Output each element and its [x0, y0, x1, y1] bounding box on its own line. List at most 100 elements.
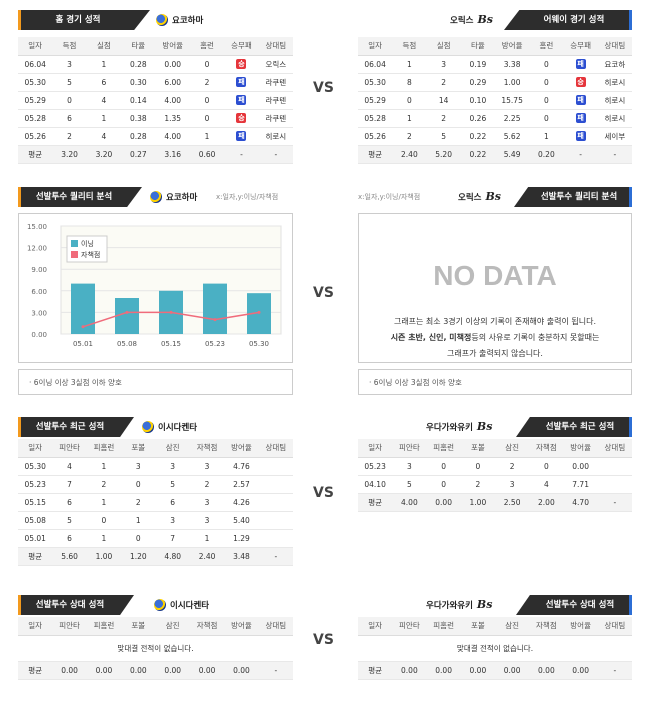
column-header: 피홈런 [426, 439, 461, 458]
pitcher-vs-away-header: 선발투수 상대 성적 [516, 595, 632, 615]
table-row: 05.28 6 1 0.38 1.35 0 승 라쿠텐 [18, 109, 293, 128]
table-cell: 0 [189, 109, 225, 128]
table-cell [597, 475, 632, 494]
table-cell: 히로시 [258, 127, 293, 146]
column-header: 방어율 [224, 617, 259, 636]
table-cell: 2 [426, 73, 461, 92]
table-cell: 05.26 [358, 127, 393, 146]
average-cell: - [258, 547, 293, 566]
pitcher-vs-home-header: 선발투수 상대 성적 [18, 595, 134, 615]
quality-home-header: 선발투수 퀄리티 분석 [18, 187, 142, 207]
table-cell: 2.25 [495, 109, 530, 128]
table-cell: 5 [52, 511, 87, 530]
y-tick-label: 0.00 [31, 331, 47, 339]
table-cell: 14 [426, 91, 461, 110]
table-cell: 0 [121, 529, 156, 548]
column-header: 포볼 [121, 439, 156, 458]
table-cell: 3 [189, 457, 225, 476]
average-cell: 평균 [18, 547, 53, 566]
average-cell: - [597, 493, 632, 512]
table-cell: 05.28 [358, 109, 393, 128]
table-cell: 4 [86, 127, 122, 146]
pitcher-vs-home-panel: 선발투수 상대 성적 이시다켄타 일자 피안타 피홈런 포볼 삼진 자책점 방어율 상대팀 맞… [18, 595, 293, 680]
table-cell: 0 [189, 91, 225, 110]
y-tick-label: 6.00 [31, 288, 47, 296]
table-cell: 승 [224, 109, 259, 128]
table-cell: 0 [529, 91, 564, 110]
pitcher-recent-home-panel: 선발투수 최근 성적 이시다켄타 일자 피안타 피홈런 포볼 삼진 자책점 방어율 상대팀 0… [18, 417, 293, 566]
table-cell: 2 [189, 475, 225, 494]
table-cell: 패 [563, 127, 598, 146]
table-cell: 5.40 [224, 511, 259, 530]
legend-label-innings: 이닝 [81, 239, 94, 248]
column-header: 득점 [392, 37, 427, 56]
average-cell: - [258, 145, 293, 164]
table-cell: 0 [426, 457, 461, 476]
average-cell: 3.16 [155, 145, 190, 164]
table-cell: 3 [121, 457, 156, 476]
table-cell: 5 [52, 73, 87, 92]
average-cell: 0.00 [189, 661, 225, 680]
column-header: 일자 [358, 617, 393, 636]
table-cell: 패 [224, 91, 259, 110]
table-cell: 4.00 [155, 91, 190, 110]
empty-row: 맞대결 전적이 없습니다. [18, 635, 293, 662]
table-cell: 7.71 [563, 475, 598, 494]
y-tick-label: 12.00 [27, 245, 47, 253]
table-cell: 05.23 [358, 457, 393, 476]
earned-runs-point [257, 310, 261, 314]
table-cell: 1 [86, 109, 122, 128]
table-cell: 0.29 [460, 73, 495, 92]
average-cell: 평균 [18, 145, 53, 164]
table-cell: 3 [426, 55, 461, 74]
column-header: 피안타 [392, 439, 427, 458]
table-cell: 0 [529, 457, 564, 476]
legend-label-earned-runs: 자책점 [81, 250, 100, 259]
empty-message: 맞대결 전적이 없습니다. [358, 635, 632, 662]
table-cell: 6 [52, 529, 87, 548]
empty-message: 맞대결 전적이 없습니다. [18, 635, 293, 662]
pitcher-vs-home-name: 이시다켄타 [170, 601, 210, 611]
table-cell [258, 529, 293, 548]
table-cell: 2 [392, 127, 427, 146]
quality-away-note: · 6이닝 이상 3실점 이하 양호 [358, 369, 632, 395]
table-row: 05.30 8 2 0.29 1.00 0 승 히로시 [358, 73, 632, 92]
table-row: 05.26 2 4 0.28 4.00 1 패 히로시 [18, 127, 293, 146]
table-cell: 4.26 [224, 493, 259, 512]
quality-away-panel: x:일자,y:이닝/자책점 오릭스 Bs 선발투수 퀄리티 분석 NO DATA… [358, 187, 632, 395]
quality-away-axis-note: x:일자,y:이닝/자책점 [358, 193, 421, 201]
column-header: 실점 [426, 37, 461, 56]
table-cell: 세이부 [597, 127, 632, 146]
table-cell: 5 [155, 475, 190, 494]
average-cell: 1.00 [86, 547, 122, 566]
table-cell: 05.26 [18, 127, 53, 146]
x-tick-label: 05.30 [249, 340, 269, 348]
table-cell: 1 [189, 529, 225, 548]
earned-runs-point [213, 318, 217, 322]
average-cell: 5.49 [495, 145, 530, 164]
table-cell: 0.10 [460, 91, 495, 110]
average-cell: 0.00 [52, 661, 87, 680]
table-cell: 05.30 [18, 457, 53, 476]
average-row: 평균 2.40 5.20 0.22 5.49 0.20- - [358, 145, 632, 164]
home-games-table: 일자 득점 실점 타율 방어율 홈런 승무패 상대팀 06.04 3 1 0.28 0.00 0 승 오릭스… [18, 37, 293, 164]
table-cell: 라쿠텐 [258, 109, 293, 128]
pitcher-recent-away-table: 일자 피안타 피홈런 포볼 삼진 자책점 방어율 상대팀 05.23 3 0 0 2 0 0.00 04.1… [358, 439, 632, 512]
table-cell: 3 [155, 511, 190, 530]
column-header: 피안타 [52, 439, 87, 458]
quality-chart-box: 15.00 12.00 9.00 6.00 3.00 0.00 05.01 05.08 05.1… [18, 213, 293, 363]
table-cell: 라쿠텐 [258, 91, 293, 110]
table-cell: 0.00 [563, 457, 598, 476]
table-cell: 5 [426, 127, 461, 146]
table-cell: 3 [52, 55, 87, 74]
average-cell: 4.70 [563, 493, 598, 512]
table-cell: 0 [392, 91, 427, 110]
average-cell: - [258, 661, 293, 680]
table-cell: 0 [189, 55, 225, 74]
column-header: 승무패 [224, 37, 259, 56]
average-cell: 0.00 [121, 661, 156, 680]
average-row: 평균 4.00 0.00 1.00 2.50 2.00 4.70- [358, 493, 632, 512]
table-cell: 3 [495, 475, 530, 494]
table-cell: 0 [426, 475, 461, 494]
column-header: 방어율 [495, 37, 530, 56]
